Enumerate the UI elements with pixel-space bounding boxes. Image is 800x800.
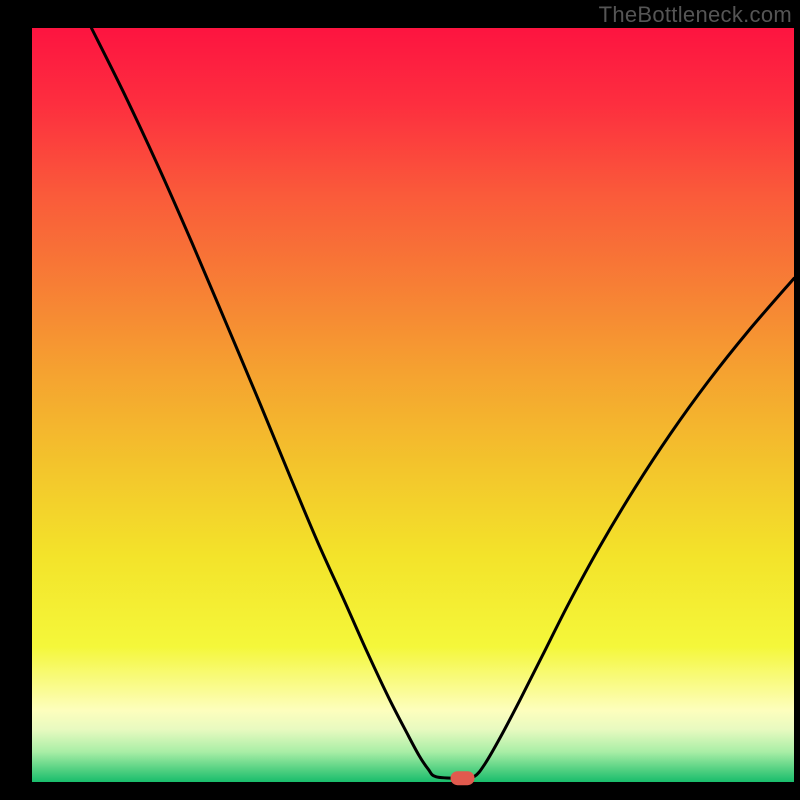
valley-marker	[451, 771, 475, 785]
watermark-text: TheBottleneck.com	[599, 2, 792, 28]
